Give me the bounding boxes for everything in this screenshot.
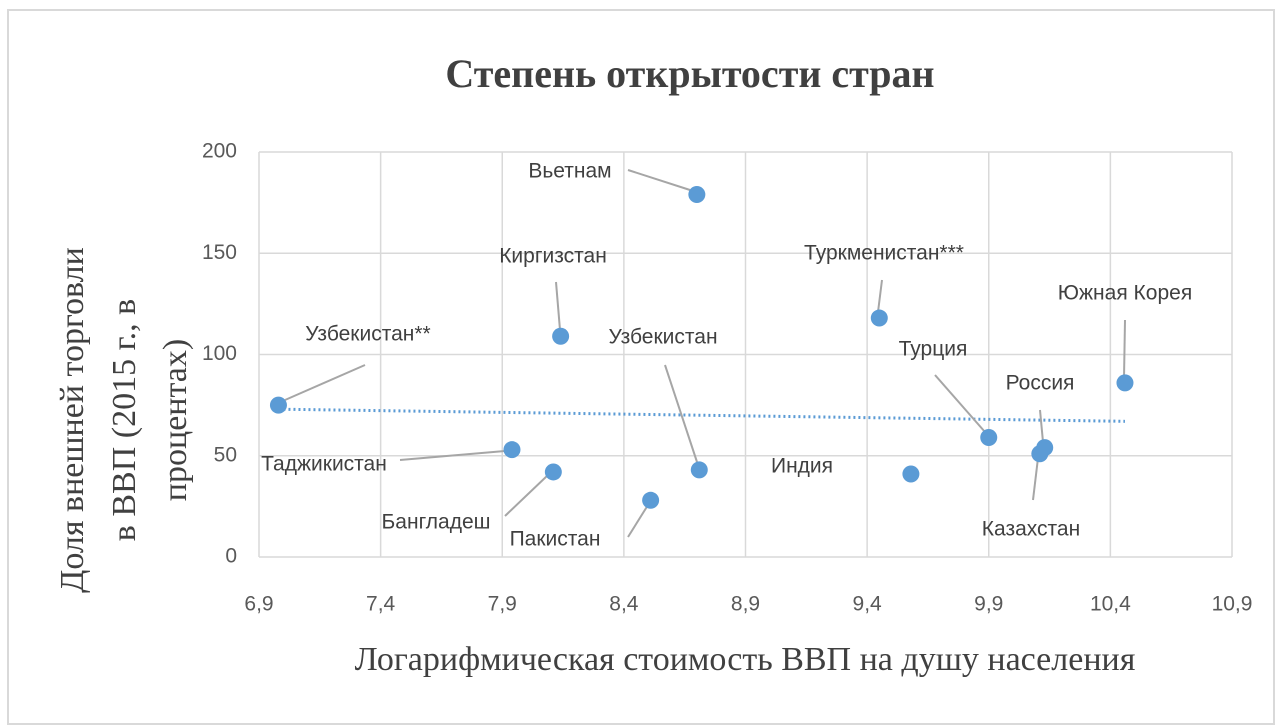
leader-line [284, 364, 366, 401]
point [870, 309, 888, 327]
point [902, 465, 920, 483]
chart-frame [7, 9, 1275, 725]
leader-line [504, 474, 549, 517]
x-axis-title: Логарифмическая стоимость ВВП на душу на… [355, 641, 1136, 678]
point-label: Бангладеш [382, 511, 491, 534]
point-label: Россия [1006, 372, 1075, 395]
x-tick-label: 8,9 [731, 593, 760, 616]
point-label: Туркменистан*** [804, 242, 964, 265]
x-tick-label: 8,4 [609, 593, 639, 616]
x-tick-label: 7,9 [488, 593, 517, 616]
y-tick-label: 100 [202, 342, 237, 365]
point-label: Пакистан [510, 528, 601, 551]
point [642, 491, 660, 509]
point [1116, 374, 1134, 392]
y-tick-label: 50 [214, 443, 237, 466]
point [690, 461, 708, 479]
leader-line [934, 374, 986, 433]
leader-line [399, 450, 506, 461]
point-label: Казахстан [982, 518, 1080, 541]
point-label: Узбекистан [608, 326, 717, 349]
x-tick-label: 9,4 [853, 593, 883, 616]
point [503, 441, 521, 459]
leader-line [1039, 409, 1044, 443]
chart-title: Степень открытости стран [445, 51, 934, 96]
x-tick-label: 6,9 [244, 593, 273, 616]
point [688, 186, 706, 204]
leader-line [877, 279, 883, 313]
point [552, 327, 570, 345]
trendline [278, 407, 1125, 423]
point [980, 429, 998, 447]
y-tick-label: 0 [225, 545, 237, 568]
leader-line [627, 169, 691, 191]
x-tick-label: 9,9 [974, 593, 1003, 616]
point-label: Узбекистан** [305, 323, 430, 346]
x-tick-label: 7,4 [366, 593, 396, 616]
y-axis-title: Доля внешней торговли [54, 247, 91, 593]
y-axis-title: процентах) [157, 339, 194, 501]
point [1036, 439, 1054, 457]
y-axis-title: в ВВП (2015 г., в [106, 299, 143, 541]
x-tick-label: 10,9 [1212, 593, 1253, 616]
y-tick-label: 150 [202, 241, 237, 264]
point-label: Южная Корея [1058, 282, 1192, 305]
leader-line [1123, 319, 1126, 379]
point-label: Турция [899, 338, 968, 361]
leader-line [555, 281, 561, 331]
point-label: Таджикистан [261, 453, 387, 476]
point-label: Индия [771, 455, 833, 478]
point [269, 396, 287, 414]
x-tick-label: 10,4 [1090, 593, 1131, 616]
leader-line [1032, 457, 1039, 501]
leader-line [627, 504, 649, 538]
point-label: Вьетнам [528, 160, 611, 183]
point-label: Киргизстан [499, 245, 607, 268]
y-tick-label: 200 [202, 140, 237, 163]
point [544, 463, 562, 481]
leader-line [664, 364, 698, 463]
